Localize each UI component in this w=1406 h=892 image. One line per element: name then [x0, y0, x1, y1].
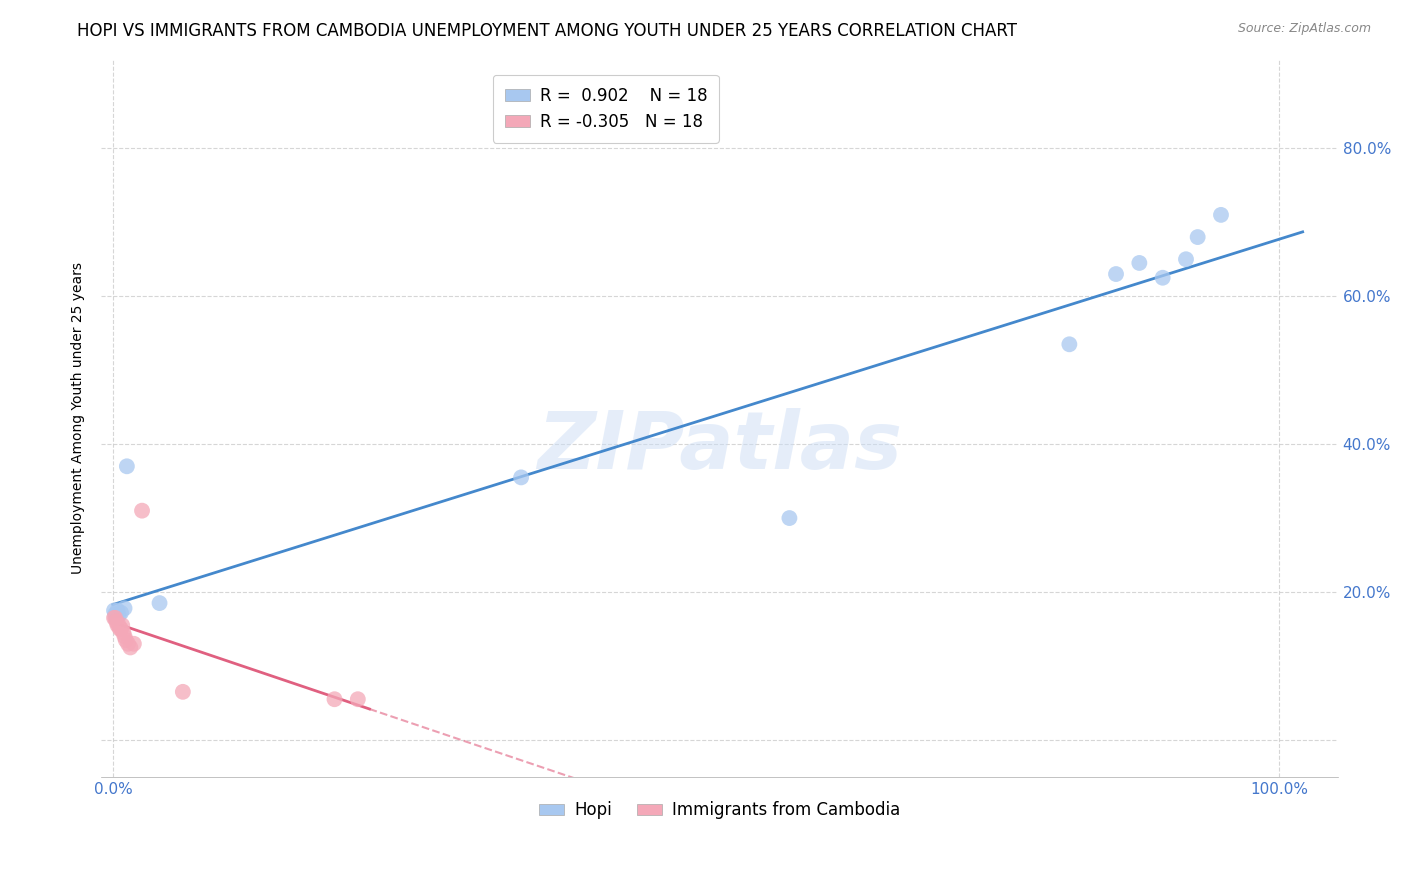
Point: [107, 618, 129, 632]
Point: [148, 596, 170, 610]
Point: [114, 629, 136, 643]
Point: [778, 511, 800, 525]
Point: [1175, 252, 1198, 267]
Legend: Hopi, Immigrants from Cambodia: Hopi, Immigrants from Cambodia: [533, 795, 907, 826]
Point: [510, 470, 533, 484]
Point: [105, 615, 128, 629]
Point: [107, 618, 129, 632]
Text: Source: ZipAtlas.com: Source: ZipAtlas.com: [1237, 22, 1371, 36]
Point: [114, 633, 136, 648]
Point: [131, 503, 153, 517]
Point: [1187, 230, 1209, 244]
Point: [110, 622, 132, 636]
Point: [115, 459, 138, 474]
Point: [1059, 337, 1081, 351]
Point: [1128, 256, 1150, 270]
Point: [347, 692, 370, 706]
Point: [107, 608, 129, 623]
Point: [114, 601, 136, 615]
Point: [1152, 270, 1174, 285]
Point: [104, 607, 127, 622]
Point: [103, 603, 125, 617]
Text: ZIPatlas: ZIPatlas: [537, 408, 901, 486]
Point: [103, 611, 125, 625]
Point: [1105, 267, 1128, 281]
Point: [172, 685, 194, 699]
Point: [104, 611, 127, 625]
Point: [111, 618, 134, 632]
Point: [112, 625, 135, 640]
Point: [122, 637, 145, 651]
Text: HOPI VS IMMIGRANTS FROM CAMBODIA UNEMPLOYMENT AMONG YOUTH UNDER 25 YEARS CORRELA: HOPI VS IMMIGRANTS FROM CAMBODIA UNEMPLO…: [77, 22, 1018, 40]
Y-axis label: Unemployment Among Youth under 25 years: Unemployment Among Youth under 25 years: [72, 262, 86, 574]
Point: [107, 603, 129, 617]
Point: [117, 637, 139, 651]
Point: [323, 692, 346, 706]
Point: [120, 640, 142, 655]
Point: [1209, 208, 1232, 222]
Point: [108, 622, 131, 636]
Point: [110, 606, 132, 620]
Point: [105, 611, 128, 625]
